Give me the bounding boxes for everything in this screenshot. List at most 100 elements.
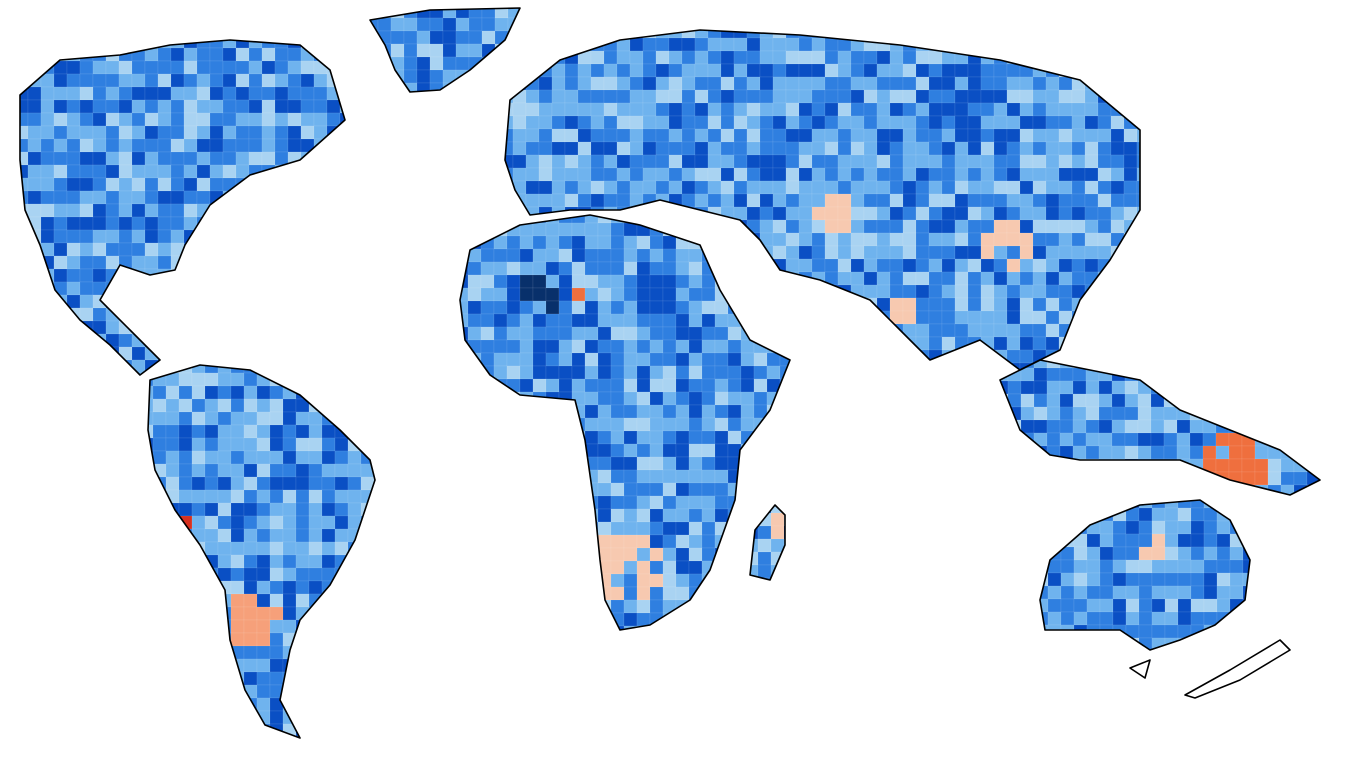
grid-cell bbox=[269, 365, 284, 374]
grid-cell bbox=[863, 258, 878, 273]
grid-cell bbox=[824, 141, 839, 156]
grid-cell bbox=[1136, 232, 1140, 247]
grid-cell bbox=[1019, 141, 1034, 156]
grid-cell bbox=[793, 301, 806, 314]
grid-cell bbox=[740, 378, 755, 393]
grid-cell bbox=[282, 606, 297, 621]
grid-cell bbox=[1071, 63, 1086, 78]
grid-cell bbox=[746, 30, 761, 39]
grid-cell bbox=[506, 326, 521, 341]
grid-cell bbox=[954, 310, 969, 325]
grid-cell bbox=[688, 521, 703, 536]
grid-cell bbox=[1099, 500, 1114, 509]
grid-cell bbox=[623, 300, 638, 315]
grid-cell bbox=[1319, 393, 1320, 408]
grid-cell bbox=[20, 99, 29, 114]
grid-cell bbox=[282, 554, 297, 569]
grid-cell bbox=[740, 586, 755, 601]
grid-cell bbox=[616, 102, 631, 117]
grid-cell bbox=[701, 235, 716, 250]
grid-cell bbox=[1060, 624, 1075, 639]
grid-cell bbox=[334, 528, 349, 543]
grid-cell bbox=[720, 128, 735, 143]
grid-cell bbox=[144, 190, 159, 205]
grid-cell bbox=[144, 320, 159, 335]
grid-cell bbox=[282, 365, 297, 374]
grid-cell bbox=[79, 203, 94, 218]
grid-cell bbox=[1123, 336, 1138, 351]
grid-cell bbox=[733, 154, 748, 169]
grid-cell bbox=[1033, 458, 1048, 473]
grid-cell bbox=[727, 417, 742, 432]
grid-cell bbox=[551, 193, 566, 208]
grid-cell bbox=[131, 60, 146, 75]
grid-cell bbox=[837, 271, 852, 286]
grid-cell bbox=[733, 115, 748, 130]
grid-cell bbox=[131, 190, 146, 205]
grid-cell bbox=[256, 437, 271, 452]
grid-cell bbox=[131, 177, 146, 192]
grid-cell bbox=[27, 255, 42, 270]
grid-cell bbox=[248, 138, 263, 153]
grid-cell bbox=[261, 242, 276, 257]
grid-cell bbox=[649, 573, 664, 588]
grid-cell bbox=[746, 258, 761, 273]
grid-cell bbox=[493, 352, 508, 367]
grid-cell bbox=[584, 430, 599, 445]
grid-cell bbox=[701, 456, 716, 471]
grid-cell bbox=[494, 56, 509, 71]
grid-cell bbox=[1046, 367, 1061, 382]
grid-cell bbox=[597, 404, 612, 419]
grid-cell bbox=[170, 216, 185, 231]
grid-cell bbox=[770, 512, 785, 527]
grid-cell bbox=[681, 50, 696, 65]
grid-cell bbox=[837, 154, 852, 169]
grid-cell bbox=[1059, 458, 1074, 473]
grid-cell bbox=[597, 573, 612, 588]
grid-cell bbox=[707, 193, 722, 208]
grid-cell bbox=[590, 167, 605, 182]
grid-cell bbox=[416, 69, 431, 84]
grid-cell bbox=[1058, 128, 1073, 143]
grid-cell bbox=[1072, 445, 1087, 460]
grid-cell bbox=[967, 297, 982, 312]
madagascar-coast bbox=[749, 504, 786, 581]
grid-cell bbox=[92, 216, 107, 231]
grid-cell bbox=[532, 573, 547, 588]
grid-cell bbox=[92, 164, 107, 179]
grid-cell bbox=[1097, 154, 1112, 169]
grid-cell bbox=[850, 50, 865, 65]
grid-cell bbox=[793, 457, 806, 470]
grid-cell bbox=[590, 76, 605, 91]
grid-cell bbox=[256, 365, 271, 374]
grid-cell bbox=[545, 222, 560, 237]
grid-cell bbox=[178, 619, 193, 634]
grid-cell bbox=[148, 606, 154, 621]
grid-cell bbox=[915, 258, 930, 273]
grid-cell bbox=[79, 255, 94, 270]
grid-cell bbox=[967, 232, 982, 247]
grid-cell bbox=[793, 613, 806, 626]
grid-cell bbox=[326, 255, 341, 270]
grid-cell bbox=[694, 128, 709, 143]
grid-cell bbox=[623, 274, 638, 289]
grid-cell bbox=[321, 515, 336, 530]
grid-cell bbox=[876, 349, 891, 364]
grid-cell bbox=[519, 339, 534, 354]
grid-cell bbox=[79, 177, 94, 192]
grid-cell bbox=[1006, 128, 1021, 143]
grid-cell bbox=[525, 115, 540, 130]
grid-cell bbox=[779, 573, 790, 588]
grid-cell bbox=[1267, 406, 1282, 421]
grid-cell bbox=[1138, 585, 1153, 600]
grid-cell bbox=[256, 476, 271, 491]
grid-cell bbox=[148, 710, 154, 725]
grid-cell bbox=[1111, 393, 1126, 408]
grid-cell bbox=[538, 115, 553, 130]
grid-cell bbox=[545, 248, 560, 263]
grid-cell bbox=[467, 365, 482, 380]
grid-cell bbox=[131, 151, 146, 166]
grid-cell bbox=[334, 476, 349, 491]
grid-cell bbox=[889, 245, 904, 260]
grid-cell bbox=[282, 489, 297, 504]
